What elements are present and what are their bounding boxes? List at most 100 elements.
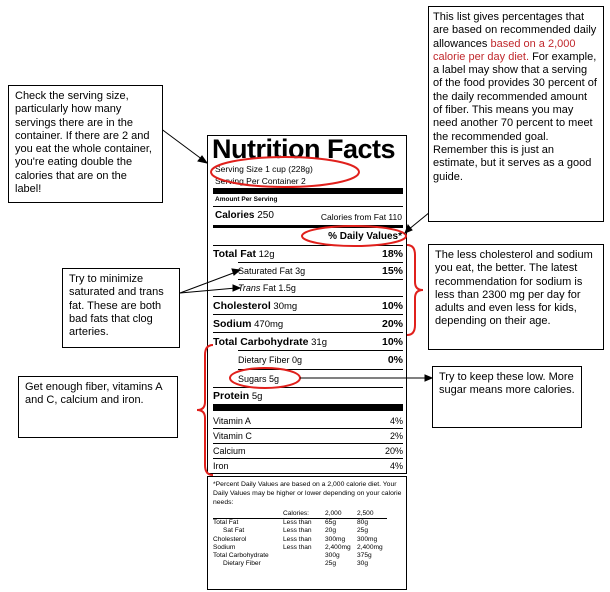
arrowhead — [197, 155, 209, 164]
arrowhead — [424, 374, 434, 382]
fat-calories: Calories from Fat 110 — [320, 212, 402, 222]
nutrient-amount: 0g — [292, 355, 303, 365]
fn-header: 2,000 — [325, 510, 342, 517]
callout: This list gives percentages that are bas… — [428, 6, 604, 222]
vitamin-row: Iron 4% — [213, 458, 403, 473]
nutrient-row: Total Fat 12g 18% — [213, 245, 403, 262]
calories-label: Calories — [215, 210, 255, 221]
nutrient-row: Saturated Fat 3g 15% — [238, 262, 403, 279]
footnote: *Percent Daily Values are based on a 2,0… — [213, 481, 402, 506]
nutrient-dv: 10% — [381, 299, 403, 312]
rule — [213, 206, 403, 207]
vitamin-row: Vitamin A 4% — [213, 413, 403, 428]
nutrient-name: Total Carbohydrate — [213, 335, 309, 348]
medium-bar — [213, 225, 403, 228]
fn-header: 2,500 — [357, 510, 374, 517]
callout-text: For example, a label may show that a ser… — [433, 50, 597, 183]
fn-name: Cholesterol — [213, 535, 247, 543]
nutrient-amount: 1.5g — [278, 283, 296, 293]
brace — [406, 244, 424, 336]
fn-value: 25g — [357, 527, 369, 535]
callout-highlight: based on a 2,000 calorie per day diet. — [433, 37, 576, 63]
arrow — [159, 127, 204, 161]
fn-name: Sodium — [213, 543, 236, 551]
nutrient-amount: 3g — [295, 266, 306, 276]
arrow — [407, 211, 431, 231]
fn-value: 2,400mg — [325, 543, 351, 551]
fn-qualifier: Less than — [283, 543, 312, 551]
vitamin-name: Vitamin A — [213, 415, 251, 426]
vitamin-name: Iron — [213, 461, 229, 471]
fn-value: 300mg — [357, 535, 378, 543]
fn-header: Calories: — [283, 510, 310, 517]
vitamin-dv: 2% — [389, 431, 403, 441]
nutrient-dv: 0% — [387, 354, 403, 366]
nutrient-name: Total Fat — [213, 248, 256, 260]
fn-value: 80g — [357, 519, 369, 527]
callout: Get enough fiber, vitamins A and C, calc… — [18, 376, 178, 438]
nutrient-dv: 20% — [381, 317, 403, 330]
callout-text: This list gives percentages that are bas… — [433, 11, 597, 50]
fn-value: 2,400mg — [357, 543, 383, 551]
serving-size: Serving Size 1 cup (228g) — [215, 164, 313, 174]
calories-value: 250 — [257, 210, 274, 221]
fn-value: 300g — [325, 552, 340, 560]
callout: Try to keep these low. More sugar means … — [432, 366, 582, 428]
vitamin-name: Calcium — [213, 446, 246, 456]
fn-qualifier: Less than — [283, 535, 312, 543]
label-frame — [207, 135, 407, 474]
callout: Try to minimize saturated and trans fat.… — [62, 268, 180, 348]
vitamin-row: Vitamin C 2% — [213, 428, 403, 443]
fn-value: 20g — [325, 527, 337, 535]
fn-value: 25g — [325, 560, 337, 568]
nutrient-name: Protein — [213, 390, 250, 402]
label-title: Nutrition Facts — [212, 134, 396, 164]
callout: The less cholesterol and sodium you eat,… — [428, 244, 604, 350]
fn-name: Sat Fat — [223, 527, 245, 535]
nutrient-name: Sugars — [238, 373, 267, 384]
fn-value: 30g — [357, 560, 369, 568]
nutrient-amount: 5g — [251, 391, 263, 402]
vitamin-dv: 4% — [389, 461, 403, 471]
nutrient-amount: 30mg — [273, 300, 298, 312]
calories-line: Calories 250 — [215, 210, 274, 221]
nutrient-row: Sugars 5g — [238, 369, 403, 387]
fn-qualifier: Less than — [283, 519, 312, 527]
fn-value: 65g — [325, 519, 337, 527]
nutrient-row: Dietary Fiber 0g 0% — [238, 350, 403, 369]
servings: Serving Per Container 2 — [215, 176, 306, 186]
vitamin-name: Vitamin C — [213, 431, 252, 441]
nutrient-name-italic: Trans — [238, 283, 261, 293]
vitamin-dv: 20% — [384, 446, 403, 456]
fn-qualifier: Less than — [283, 527, 312, 535]
fn-value: 375g — [357, 552, 372, 560]
nutrient-row: Cholesterol 30mg 10% — [213, 296, 403, 314]
dv-header: % Daily Values* — [328, 231, 402, 242]
fn-name: Dietary Fiber — [223, 560, 261, 568]
nutrient-name: Dietary Fiber — [238, 355, 290, 365]
nutrient-name: Saturated Fat — [238, 266, 293, 276]
callout: Check the serving size, particularly how… — [8, 85, 163, 203]
thick-bar — [213, 188, 403, 194]
nutrient-amount: 470mg — [254, 318, 284, 330]
nutrient-row: Total Carbohydrate 31g 10% — [213, 332, 403, 350]
nutrient-row: Sodium 470mg 20% — [213, 314, 403, 332]
fn-value: 300mg — [325, 535, 346, 543]
nutrient-row: Trans Fat 1.5g — [238, 279, 403, 296]
amount-per-serving: Amount Per Serving — [215, 196, 278, 203]
vitamin-row: Calcium 20% — [213, 443, 403, 458]
nutrient-dv: 18% — [381, 248, 403, 260]
fn-name: Total Carbohydrate — [213, 552, 269, 560]
nutrient-name: Sodium — [213, 317, 252, 330]
vitamin-dv: 4% — [389, 415, 403, 426]
footnote-table: Calories: 2,000 2,500 Total Fat Less than 65… — [213, 510, 387, 568]
nutrient-row: Protein 5g — [213, 387, 403, 404]
nutrient-dv: 10% — [381, 335, 403, 348]
nutrient-name: Cholesterol — [213, 299, 271, 312]
nutrient-amount: 5g — [269, 373, 280, 384]
nutrient-amount: 31g — [311, 336, 327, 348]
thick-bar — [213, 404, 403, 411]
fn-name: Total Fat — [213, 519, 239, 527]
nutrient-amount: 12g — [258, 249, 275, 260]
